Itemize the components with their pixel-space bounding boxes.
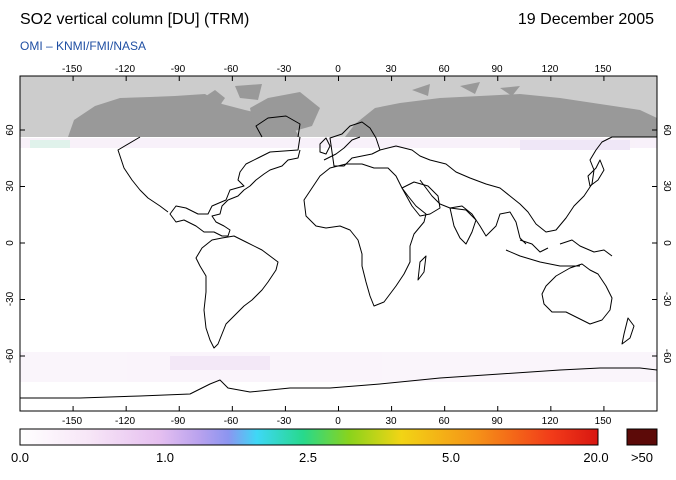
polar-land — [68, 82, 657, 137]
so2-noise — [20, 138, 657, 382]
lon-tick-label: 60 — [438, 416, 450, 427]
lon-tick-label: 120 — [542, 416, 559, 427]
lon-tick-label: 150 — [595, 416, 612, 427]
colorbar-label: >50 — [630, 450, 654, 465]
colorbar-label: 1.0 — [155, 450, 175, 465]
map-date: 19 December 2005 — [517, 11, 654, 28]
lon-tick-label: 30 — [385, 64, 397, 75]
lat-labels-left: 60 30 0 -30 -60 — [5, 124, 16, 363]
lon-tick-label: 30 — [385, 416, 397, 427]
map-title: SO2 vertical column [DU] (TRM) — [20, 11, 250, 28]
south-america — [195, 235, 279, 349]
tick-marks — [20, 76, 657, 411]
lon-tick-label: -120 — [115, 64, 135, 75]
lon-tick-label: -60 — [224, 416, 239, 427]
uk — [319, 137, 331, 155]
coastlines — [20, 115, 657, 399]
colorbar — [19, 428, 599, 446]
indonesia — [505, 239, 613, 267]
lon-labels-top: -150 -120 -90 -60 -30 0 30 60 90 120 150 — [62, 64, 612, 75]
lon-tick-label: 60 — [438, 64, 450, 75]
africa — [303, 163, 427, 307]
lon-tick-label: -30 — [277, 64, 292, 75]
lon-tick-label: -150 — [62, 416, 82, 427]
lon-labels-bottom: -150 -120 -90 -60 -30 0 30 60 90 120 150 — [62, 416, 612, 427]
lon-tick-label: 120 — [542, 64, 559, 75]
lon-tick-label: 90 — [491, 64, 503, 75]
credit-line: OMI – KNMI/FMI/NASA — [20, 39, 147, 53]
lat-tick-label: -30 — [5, 291, 16, 306]
arabia — [401, 181, 441, 217]
lat-tick-label: -60 — [661, 349, 672, 364]
colorbar-overflow-swatch — [626, 428, 658, 446]
lon-tick-label: 0 — [335, 64, 341, 75]
lon-tick-label: 150 — [595, 64, 612, 75]
colorbar-label: 5.0 — [441, 450, 461, 465]
lat-tick-label: 60 — [5, 124, 16, 136]
madagascar — [417, 255, 427, 281]
lat-labels-right: 60 30 0 -30 -60 — [661, 124, 672, 363]
lon-tick-label: -120 — [115, 416, 135, 427]
lon-tick-label: 0 — [335, 416, 341, 427]
lat-tick-label: -30 — [661, 292, 672, 307]
lat-tick-label: 0 — [661, 240, 672, 246]
lat-tick-label: -60 — [5, 348, 16, 363]
colorbar-label: 0.0 — [10, 450, 30, 465]
greenland — [255, 115, 301, 138]
lon-tick-label: -90 — [171, 416, 186, 427]
asia — [379, 136, 657, 245]
japan — [587, 159, 605, 187]
lat-tick-label: 0 — [5, 240, 16, 246]
new-zealand — [621, 317, 635, 345]
lon-tick-label: -150 — [62, 64, 82, 75]
india — [449, 207, 477, 245]
colorbar-label: 2.5 — [298, 450, 318, 465]
lon-tick-label: 90 — [491, 416, 503, 427]
north-america — [117, 136, 301, 237]
lat-tick-label: 30 — [5, 180, 16, 192]
colorbar-label: 20.0 — [583, 450, 609, 465]
lat-tick-label: 30 — [661, 180, 672, 192]
lat-tick-label: 60 — [661, 124, 672, 136]
australia — [541, 263, 613, 325]
lon-tick-label: -30 — [277, 416, 292, 427]
lon-tick-label: -60 — [224, 64, 239, 75]
lon-tick-label: -90 — [171, 64, 186, 75]
antarctica — [20, 367, 657, 399]
